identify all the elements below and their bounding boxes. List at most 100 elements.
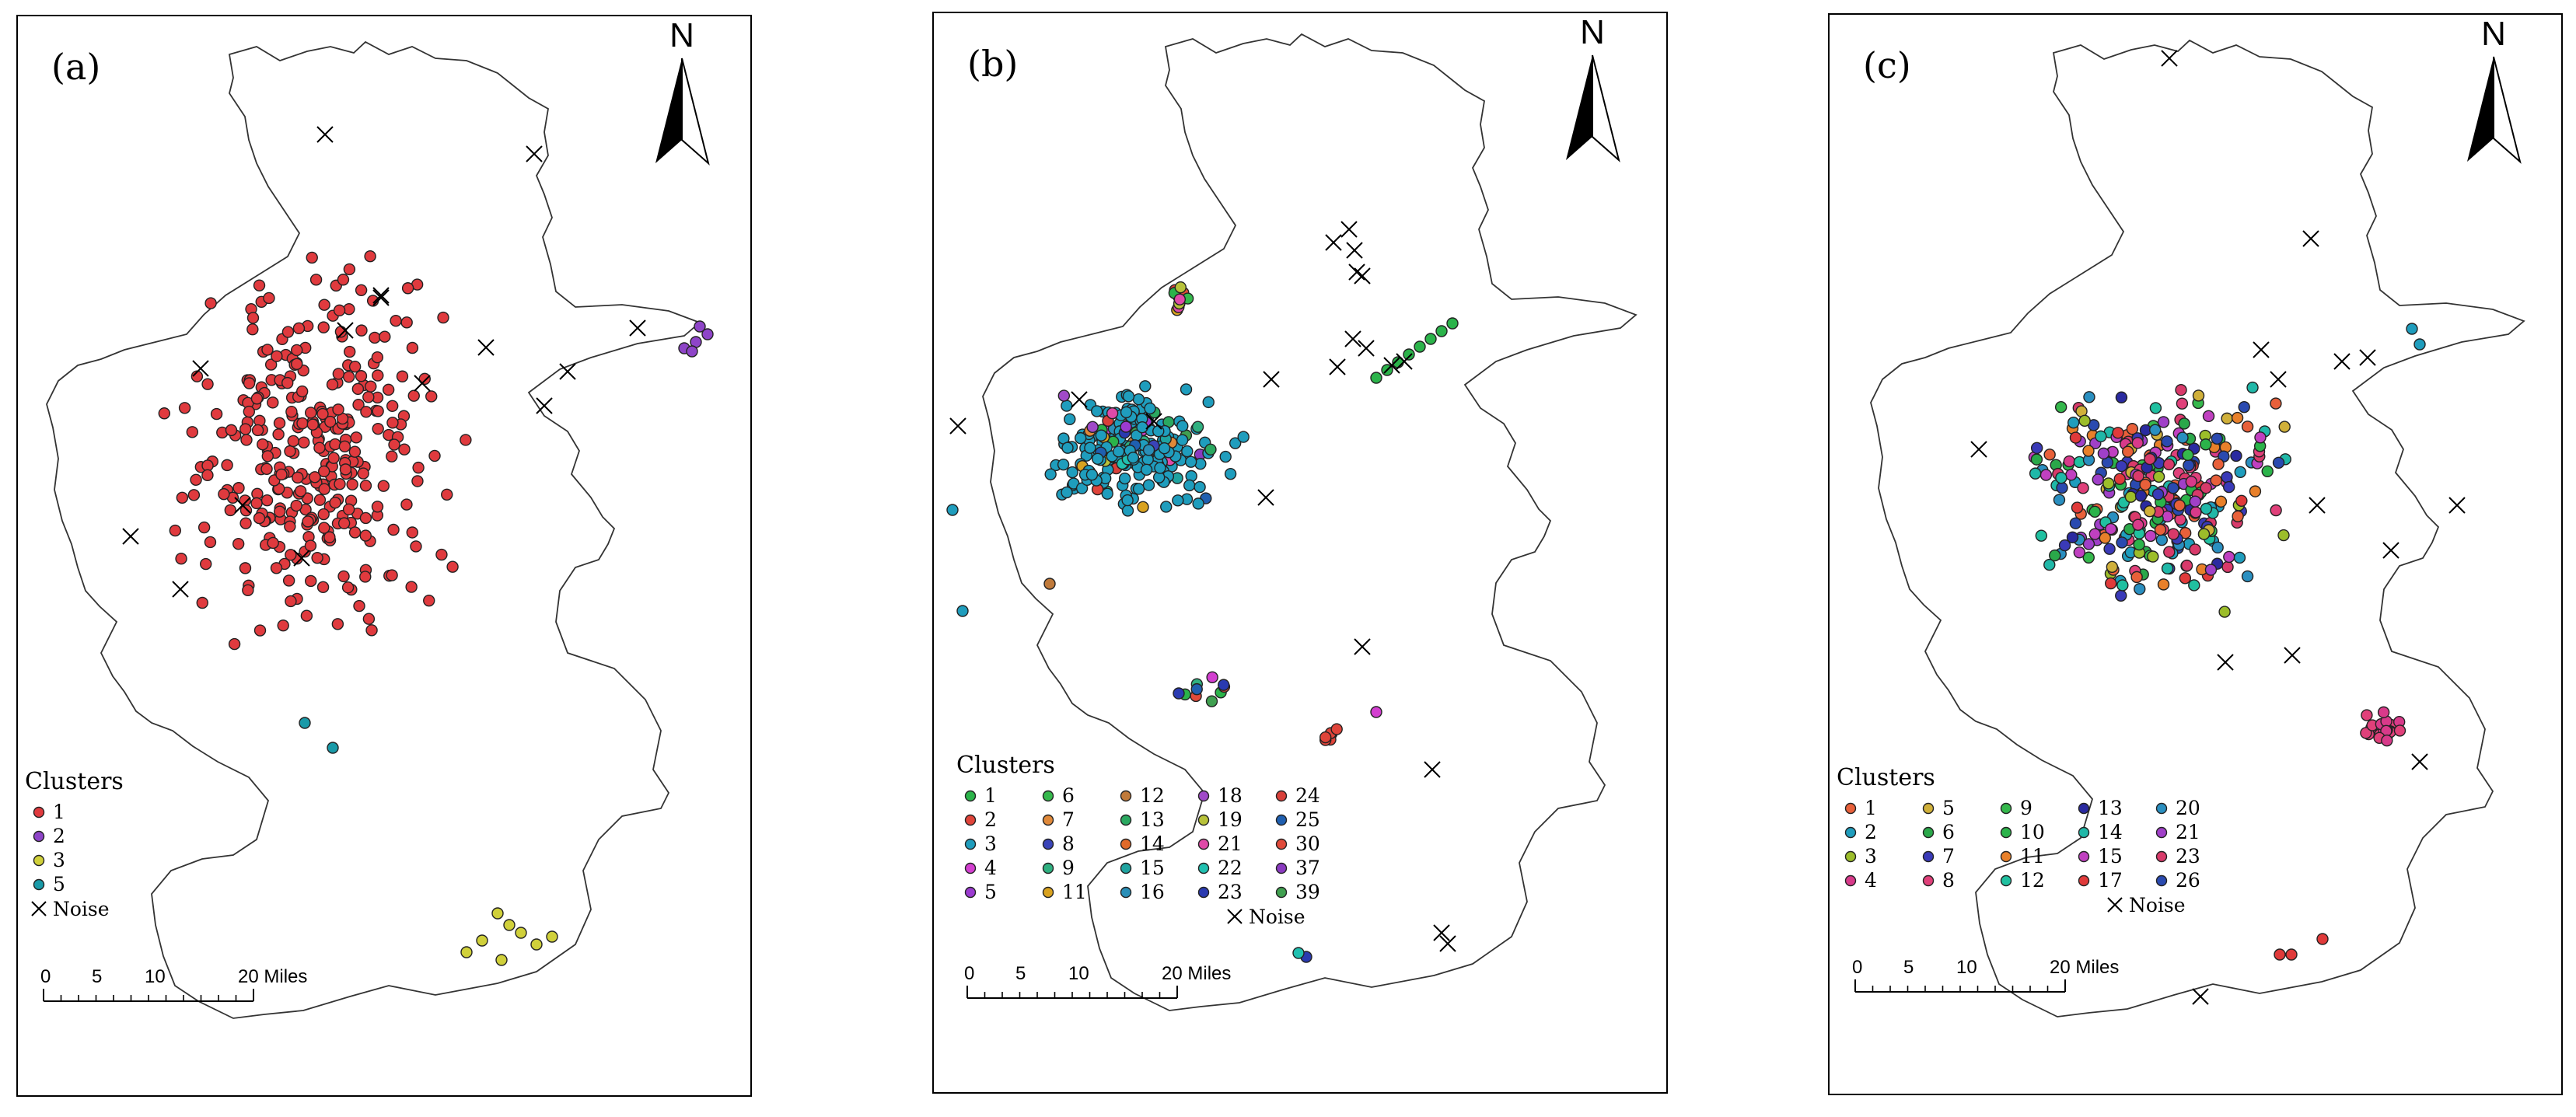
cluster-point (1140, 463, 1153, 476)
cluster-point (2235, 494, 2248, 507)
cluster-point (491, 907, 504, 920)
cluster-point (1066, 466, 1078, 479)
cluster-point (2144, 504, 2156, 518)
cluster-point (294, 485, 307, 497)
noise-point (2382, 542, 2399, 559)
cluster-point (1120, 790, 1132, 802)
cluster-point (964, 886, 977, 899)
cluster-point (2151, 488, 2165, 501)
legend-entry-label: 21 (2176, 821, 2200, 843)
cluster-point (386, 400, 399, 412)
cluster-point (2254, 431, 2267, 444)
legend-entry-label: 3 (984, 833, 997, 855)
cluster-point (201, 469, 214, 482)
noise-point (372, 289, 390, 306)
cluster-point (1237, 431, 1250, 443)
noise-point (526, 145, 543, 162)
cluster-point (2092, 473, 2104, 486)
cluster-point (377, 480, 390, 492)
legend-entry-label: 11 (1062, 881, 1087, 903)
legend-entry-label: 13 (2098, 797, 2123, 819)
cluster-point (2234, 466, 2246, 478)
scale-tick-label: 0 (40, 966, 51, 987)
legend-entry-label: 21 (1218, 833, 1243, 855)
cluster-point (239, 504, 253, 517)
noise-point (1383, 357, 1400, 374)
legend-entry-label: 2 (984, 808, 997, 831)
cluster-point (1370, 372, 1382, 384)
cluster-point (2182, 449, 2194, 461)
cluster-point (204, 297, 217, 309)
cluster-point (350, 431, 362, 444)
cluster-point (1844, 826, 1857, 839)
cluster-point (398, 443, 411, 456)
cluster-point (2105, 577, 2117, 590)
legend-entry-label: 5 (1942, 797, 1955, 819)
noise-point (1396, 353, 1413, 370)
cluster-point (242, 584, 254, 597)
cluster-point (2261, 465, 2274, 477)
cluster-point (2406, 323, 2418, 335)
cluster-point (359, 480, 372, 492)
cluster-point (359, 511, 372, 525)
cluster-point (2204, 564, 2218, 576)
cluster-point (1120, 886, 1132, 899)
cluster-point (2188, 579, 2200, 592)
cluster-point (1922, 850, 1935, 863)
cluster-point (187, 489, 201, 501)
cluster-point (327, 742, 339, 754)
cluster-point (441, 488, 453, 501)
cluster-point (291, 358, 303, 370)
cluster-point (1121, 504, 1134, 517)
cluster-point (2316, 933, 2329, 945)
panel-frame (932, 12, 1668, 1094)
cluster-point (2230, 449, 2242, 463)
legend-entry-label: 1 (1865, 797, 1877, 819)
cluster-point (239, 517, 252, 529)
cluster-point (362, 613, 376, 625)
scale-tick-label: 10 (1068, 963, 1089, 984)
cluster-point (352, 399, 365, 411)
cluster-point (1091, 452, 1104, 465)
cluster-point (1152, 425, 1165, 438)
legend-entry-label: 1 (53, 801, 65, 823)
cluster-point (299, 717, 311, 729)
cluster-point (2189, 495, 2201, 508)
noise-point (2107, 897, 2123, 913)
cluster-point (33, 878, 45, 891)
noise-point (629, 319, 646, 337)
legend-entry-label: 18 (1218, 784, 1243, 807)
legend-entry-label: 23 (2176, 845, 2200, 867)
cluster-point (2126, 423, 2139, 435)
cluster-point (2238, 400, 2250, 414)
legend-title: Clusters (25, 768, 124, 795)
cluster-point (2056, 481, 2068, 494)
cluster-point (2134, 583, 2146, 595)
cluster-point (1330, 723, 1343, 735)
legend-entry-label: 4 (1865, 869, 1877, 892)
cluster-point (2078, 802, 2090, 815)
cluster-point (365, 380, 377, 393)
cluster-point (348, 526, 362, 539)
cluster-point (2131, 437, 2144, 449)
scale-tick-label: 10 (1956, 957, 1977, 978)
cluster-point (2200, 481, 2212, 494)
legend-noise-label: Noise (53, 898, 110, 920)
cluster-point (250, 497, 263, 510)
cluster-point (1205, 695, 1218, 707)
cluster-point (1085, 468, 1099, 481)
cluster-point (2077, 482, 2089, 494)
cluster-point (2133, 538, 2145, 551)
cluster-point (1122, 390, 1135, 403)
noise-point (1358, 340, 1375, 357)
noise-point (234, 497, 251, 514)
cluster-point (2065, 469, 2078, 481)
cluster-point (1190, 682, 1203, 696)
map-panel-b: (b)Clusters12345678911121314151618192122… (932, 12, 1668, 1094)
cluster-point (287, 435, 299, 448)
cluster-point (2381, 734, 2393, 747)
cluster-point (2049, 549, 2061, 562)
cluster-point (348, 445, 362, 458)
cluster-point (33, 830, 45, 843)
